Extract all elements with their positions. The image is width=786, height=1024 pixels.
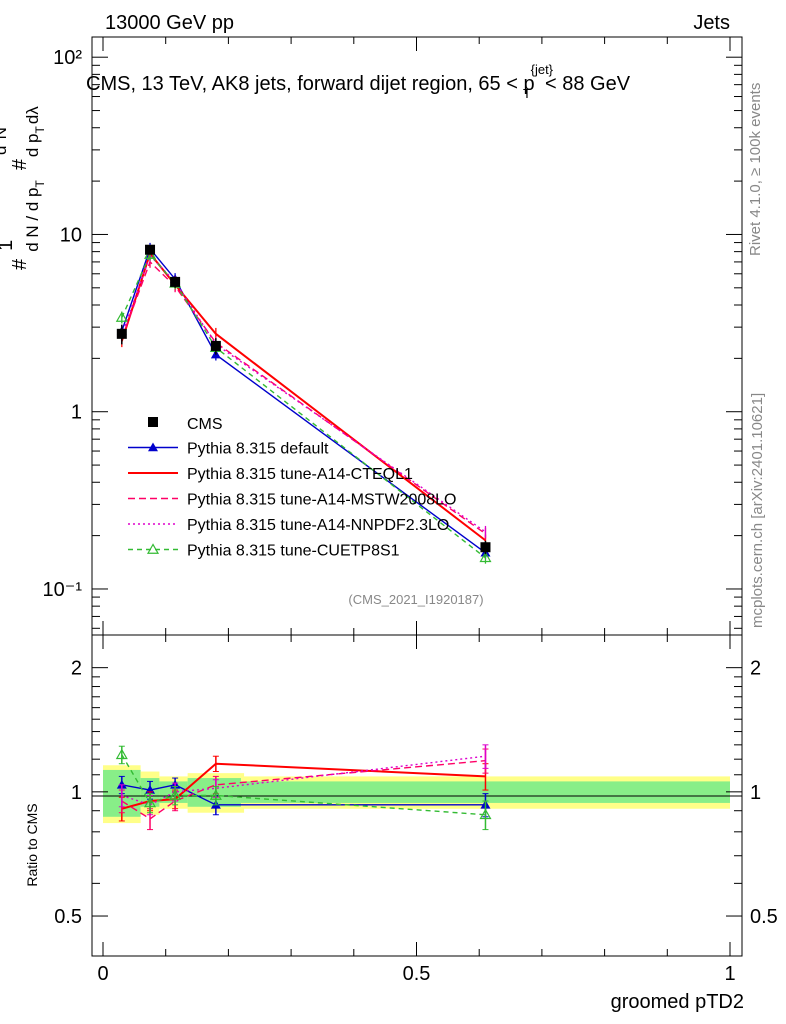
x-tick-label: 0 bbox=[97, 963, 108, 985]
y-tick-label: 10⁻¹ bbox=[43, 579, 83, 601]
marker-triangle-open bbox=[169, 789, 182, 800]
ratio-tick-label-right: 1 bbox=[750, 782, 761, 804]
title-sup: {jet} bbox=[531, 62, 554, 77]
ratio-tick-label: 1 bbox=[71, 782, 82, 804]
energy-label: 13000 GeV pp bbox=[105, 12, 234, 34]
ratio-tick-label-right: 2 bbox=[750, 658, 761, 680]
data-point bbox=[170, 276, 181, 287]
marker-triangle bbox=[148, 442, 158, 452]
process-label: Jets bbox=[693, 12, 730, 34]
marker-triangle-open bbox=[146, 543, 160, 554]
marker-triangle-open bbox=[209, 789, 222, 800]
data-point bbox=[210, 340, 221, 351]
marker-triangle bbox=[116, 779, 127, 789]
mcplots-label: mcplots.cern.ch [arXiv:2401.10621] bbox=[749, 393, 766, 628]
title-main: CMS, 13 TeV, AK8 jets, forward dijet reg… bbox=[86, 73, 518, 95]
legend-label: Pythia 8.315 tune-CUETP8S1 bbox=[187, 543, 400, 560]
data-point bbox=[480, 542, 491, 553]
series-line bbox=[121, 253, 486, 559]
marker-triangle-open bbox=[115, 311, 128, 322]
ratio-tick-label: 2 bbox=[71, 658, 82, 680]
ratio-tick-label-right: 0.5 bbox=[750, 906, 778, 928]
x-tick-label: 1 bbox=[724, 963, 735, 985]
data-point bbox=[145, 244, 156, 255]
y-tick-label: 1 bbox=[71, 402, 82, 424]
legend-label: Pythia 8.315 default bbox=[187, 441, 329, 458]
analysis-id: (CMS_2021_I1920187) bbox=[348, 592, 483, 607]
rivet-version-label: Rivet 4.1.0, ≥ 100k events bbox=[747, 83, 764, 256]
title-sub: T bbox=[523, 86, 531, 101]
x-tick-label: 0.5 bbox=[403, 963, 431, 985]
marker-triangle-open bbox=[479, 551, 492, 563]
ratio-series bbox=[115, 744, 492, 831]
legend-label: Pythia 8.315 tune-A14-MSTW2008LO bbox=[187, 492, 456, 509]
ratio-line bbox=[121, 759, 486, 820]
ratio-tick-label: 0.5 bbox=[54, 906, 82, 928]
legend-cms-marker bbox=[148, 417, 158, 427]
y-tick-label: 10 bbox=[60, 224, 82, 246]
ratio-axis-label: Ratio to CMS bbox=[24, 803, 40, 886]
main-series bbox=[115, 242, 492, 564]
legend-label: CMS bbox=[187, 416, 223, 433]
legend-label: Pythia 8.315 tune-A14-NNPDF2.3LO bbox=[187, 517, 449, 534]
legend: CMS Pythia 8.315 default Pythia 8.315 tune… bbox=[128, 416, 456, 560]
y-tick-label: 10² bbox=[53, 47, 82, 69]
data-point bbox=[116, 328, 127, 339]
y-axis-label: #1d N / d pT#d2Nd pTdλ bbox=[0, 106, 47, 270]
legend-label: Pythia 8.315 tune-A14-CTEQL1 bbox=[187, 466, 413, 483]
axis-ticks: 0 0.5 1 10⁻¹ 1 10 10² 0.5 0.5 1 1 2 2 bbox=[43, 37, 778, 985]
cms-data bbox=[116, 244, 491, 555]
y-axis-label-text: #1d N / d pT#d2Nd pTdλ bbox=[0, 106, 47, 270]
band-inner bbox=[240, 781, 730, 803]
title-p: p bbox=[523, 73, 534, 95]
series-line bbox=[121, 254, 486, 533]
marker-triangle-open bbox=[143, 796, 157, 808]
marker-triangle-open bbox=[115, 748, 128, 760]
chart-title: CMS, 13 TeV, AK8 jets, forward dijet reg… bbox=[86, 62, 631, 101]
title-rest: < 88 GeV bbox=[545, 73, 631, 95]
x-axis-label: groomed pTD2 bbox=[611, 991, 744, 1013]
marker-triangle-open bbox=[479, 808, 492, 820]
